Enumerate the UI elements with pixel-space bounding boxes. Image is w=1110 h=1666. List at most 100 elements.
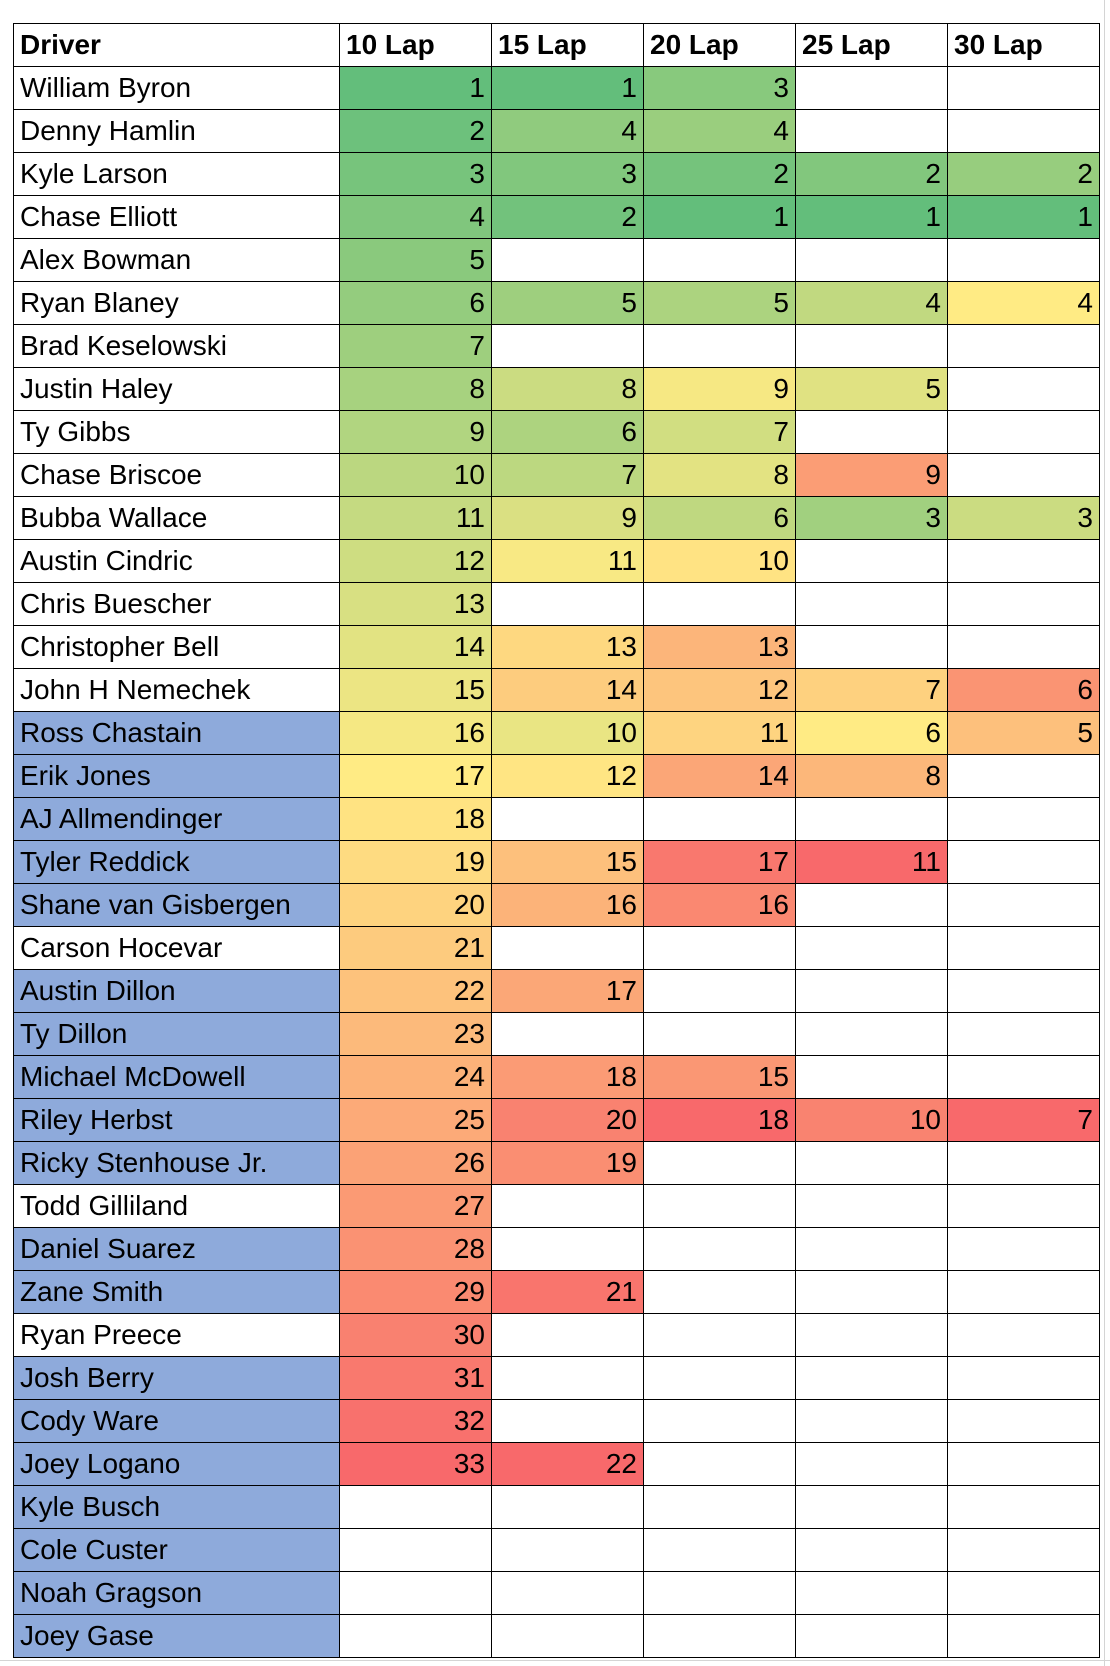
rank-cell-20-lap[interactable]: 6	[643, 496, 796, 540]
rank-cell-15-lap[interactable]	[491, 797, 644, 841]
rank-cell-10-lap[interactable]: 1	[339, 66, 492, 110]
driver-name-cell[interactable]: Shane van Gisbergen	[13, 883, 340, 927]
rank-cell-15-lap[interactable]	[491, 1227, 644, 1271]
rank-cell-10-lap[interactable]: 13	[339, 582, 492, 626]
driver-name-cell[interactable]: Kyle Larson	[13, 152, 340, 196]
rank-cell-15-lap[interactable]: 14	[491, 668, 644, 712]
rank-cell-15-lap[interactable]: 17	[491, 969, 644, 1013]
rank-cell-30-lap[interactable]: 7	[947, 1098, 1100, 1142]
rank-cell-30-lap[interactable]	[947, 625, 1100, 669]
rank-cell-25-lap[interactable]	[795, 1184, 948, 1228]
rank-cell-10-lap[interactable]: 3	[339, 152, 492, 196]
driver-name-cell[interactable]: Tyler Reddick	[13, 840, 340, 884]
rank-cell-10-lap[interactable]: 26	[339, 1141, 492, 1185]
rank-cell-30-lap[interactable]	[947, 1571, 1100, 1615]
rank-cell-25-lap[interactable]: 2	[795, 152, 948, 196]
rank-cell-30-lap[interactable]	[947, 883, 1100, 927]
rank-cell-15-lap[interactable]	[491, 1012, 644, 1056]
header-20-lap[interactable]: 20 Lap	[643, 23, 796, 67]
rank-cell-25-lap[interactable]	[795, 926, 948, 970]
driver-name-cell[interactable]: Alex Bowman	[13, 238, 340, 282]
rank-cell-25-lap[interactable]	[795, 883, 948, 927]
driver-name-cell[interactable]: AJ Allmendinger	[13, 797, 340, 841]
header-10-lap[interactable]: 10 Lap	[339, 23, 492, 67]
rank-cell-25-lap[interactable]	[795, 797, 948, 841]
rank-cell-25-lap[interactable]: 5	[795, 367, 948, 411]
rank-cell-15-lap[interactable]: 19	[491, 1141, 644, 1185]
rank-cell-20-lap[interactable]: 9	[643, 367, 796, 411]
rank-cell-25-lap[interactable]	[795, 1356, 948, 1400]
rank-cell-25-lap[interactable]	[795, 1270, 948, 1314]
rank-cell-20-lap[interactable]: 17	[643, 840, 796, 884]
driver-name-cell[interactable]: John H Nemechek	[13, 668, 340, 712]
rank-cell-25-lap[interactable]: 1	[795, 195, 948, 239]
rank-cell-25-lap[interactable]	[795, 410, 948, 454]
rank-cell-20-lap[interactable]: 16	[643, 883, 796, 927]
rank-cell-20-lap[interactable]	[643, 1141, 796, 1185]
rank-cell-20-lap[interactable]: 4	[643, 109, 796, 153]
rank-cell-30-lap[interactable]	[947, 109, 1100, 153]
rank-cell-25-lap[interactable]	[795, 1012, 948, 1056]
rank-cell-20-lap[interactable]: 12	[643, 668, 796, 712]
rank-cell-25-lap[interactable]: 6	[795, 711, 948, 755]
rank-cell-15-lap[interactable]: 21	[491, 1270, 644, 1314]
rank-cell-15-lap[interactable]: 8	[491, 367, 644, 411]
rank-cell-10-lap[interactable]: 32	[339, 1399, 492, 1443]
rank-cell-15-lap[interactable]	[491, 1485, 644, 1529]
rank-cell-20-lap[interactable]: 15	[643, 1055, 796, 1099]
rank-cell-15-lap[interactable]	[491, 1528, 644, 1572]
rank-cell-15-lap[interactable]: 12	[491, 754, 644, 798]
rank-cell-10-lap[interactable]	[339, 1485, 492, 1529]
driver-name-cell[interactable]: Joey Logano	[13, 1442, 340, 1486]
driver-name-cell[interactable]: Ricky Stenhouse Jr.	[13, 1141, 340, 1185]
header-25-lap[interactable]: 25 Lap	[795, 23, 948, 67]
rank-cell-10-lap[interactable]	[339, 1528, 492, 1572]
rank-cell-20-lap[interactable]	[643, 238, 796, 282]
rank-cell-25-lap[interactable]	[795, 539, 948, 583]
rank-cell-10-lap[interactable]: 16	[339, 711, 492, 755]
driver-name-cell[interactable]: Joey Gase	[13, 1614, 340, 1658]
rank-cell-20-lap[interactable]: 14	[643, 754, 796, 798]
rank-cell-25-lap[interactable]	[795, 1528, 948, 1572]
driver-name-cell[interactable]: Zane Smith	[13, 1270, 340, 1314]
rank-cell-20-lap[interactable]: 1	[643, 195, 796, 239]
rank-cell-10-lap[interactable]: 22	[339, 969, 492, 1013]
rank-cell-20-lap[interactable]	[643, 1313, 796, 1357]
rank-cell-30-lap[interactable]: 1	[947, 195, 1100, 239]
driver-name-cell[interactable]: Cody Ware	[13, 1399, 340, 1443]
rank-cell-10-lap[interactable]: 31	[339, 1356, 492, 1400]
rank-cell-15-lap[interactable]: 20	[491, 1098, 644, 1142]
rank-cell-15-lap[interactable]	[491, 926, 644, 970]
rank-cell-15-lap[interactable]	[491, 582, 644, 626]
rank-cell-15-lap[interactable]: 6	[491, 410, 644, 454]
driver-name-cell[interactable]: Ryan Preece	[13, 1313, 340, 1357]
rank-cell-30-lap[interactable]	[947, 1313, 1100, 1357]
rank-cell-25-lap[interactable]: 4	[795, 281, 948, 325]
rank-cell-10-lap[interactable]: 10	[339, 453, 492, 497]
rank-cell-30-lap[interactable]	[947, 324, 1100, 368]
rank-cell-30-lap[interactable]: 6	[947, 668, 1100, 712]
rank-cell-20-lap[interactable]	[643, 1227, 796, 1271]
rank-cell-10-lap[interactable]: 8	[339, 367, 492, 411]
rank-cell-20-lap[interactable]: 8	[643, 453, 796, 497]
rank-cell-30-lap[interactable]	[947, 754, 1100, 798]
rank-cell-30-lap[interactable]	[947, 582, 1100, 626]
rank-cell-20-lap[interactable]	[643, 1442, 796, 1486]
rank-cell-20-lap[interactable]	[643, 1399, 796, 1443]
driver-name-cell[interactable]: Noah Gragson	[13, 1571, 340, 1615]
driver-name-cell[interactable]: Justin Haley	[13, 367, 340, 411]
rank-cell-10-lap[interactable]: 23	[339, 1012, 492, 1056]
rank-cell-15-lap[interactable]: 22	[491, 1442, 644, 1486]
rank-cell-30-lap[interactable]	[947, 840, 1100, 884]
rank-cell-20-lap[interactable]	[643, 1184, 796, 1228]
rank-cell-30-lap[interactable]	[947, 1012, 1100, 1056]
rank-cell-30-lap[interactable]	[947, 1184, 1100, 1228]
rank-cell-20-lap[interactable]: 11	[643, 711, 796, 755]
rank-cell-25-lap[interactable]	[795, 1571, 948, 1615]
rank-cell-30-lap[interactable]	[947, 238, 1100, 282]
rank-cell-25-lap[interactable]	[795, 1227, 948, 1271]
header-30-lap[interactable]: 30 Lap	[947, 23, 1100, 67]
rank-cell-25-lap[interactable]	[795, 238, 948, 282]
rank-cell-10-lap[interactable]: 17	[339, 754, 492, 798]
rank-cell-20-lap[interactable]: 18	[643, 1098, 796, 1142]
